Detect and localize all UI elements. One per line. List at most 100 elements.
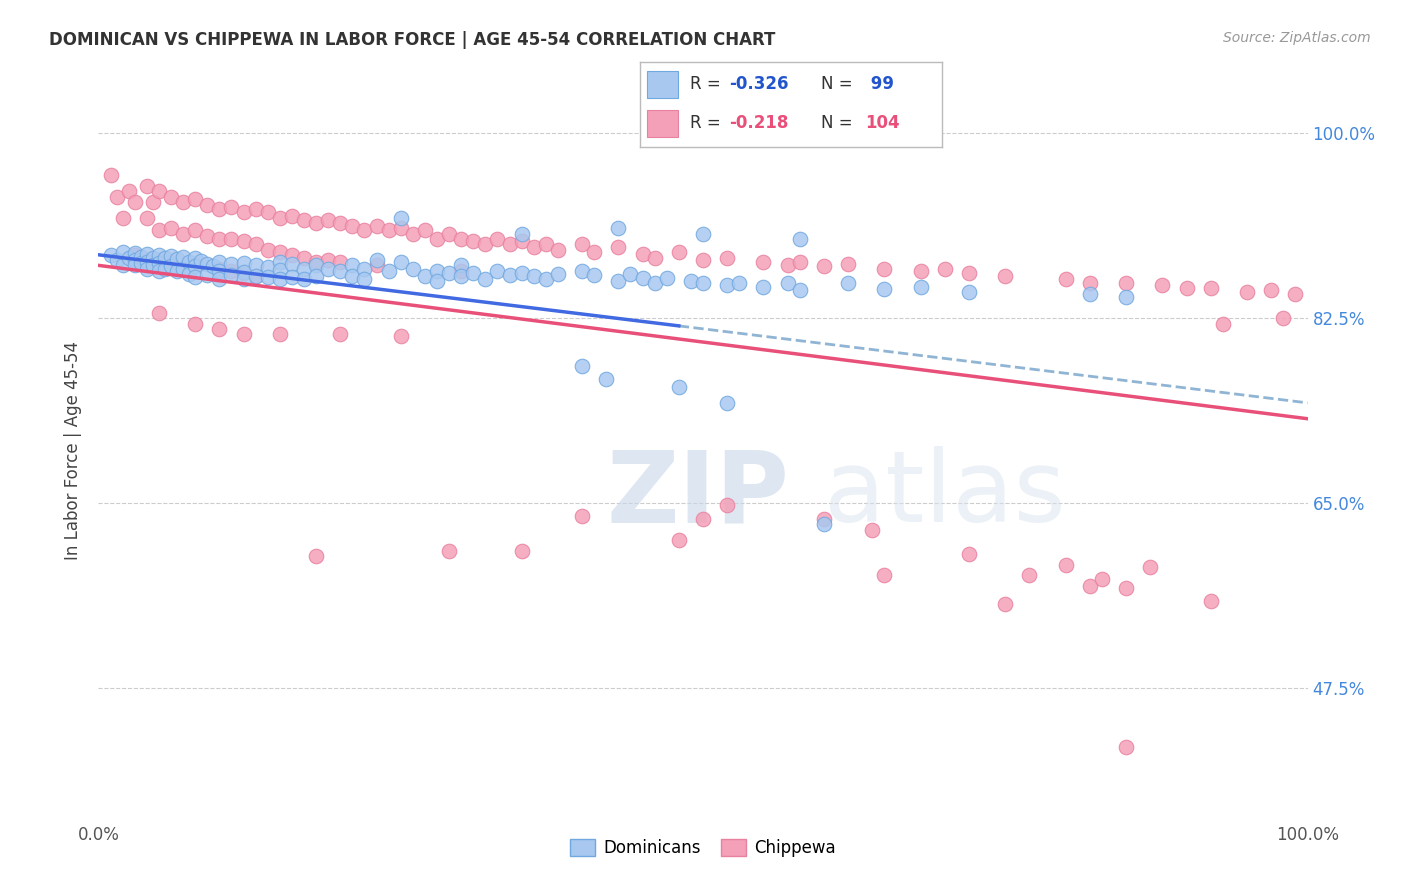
Point xyxy=(124,194,146,209)
Point xyxy=(179,267,201,281)
Point xyxy=(1199,593,1222,607)
Point xyxy=(292,213,315,227)
Point xyxy=(135,179,157,194)
Point xyxy=(281,209,304,223)
Point xyxy=(269,327,291,342)
Point xyxy=(463,234,485,248)
Point xyxy=(329,216,352,230)
Point xyxy=(305,255,328,269)
Bar xyxy=(647,71,678,98)
Text: N =: N = xyxy=(821,76,858,94)
Point xyxy=(353,261,375,276)
Point xyxy=(1078,277,1101,291)
Point xyxy=(245,237,267,252)
Point xyxy=(644,251,666,265)
Point xyxy=(135,253,157,268)
Point xyxy=(160,189,183,203)
Point xyxy=(184,260,207,274)
Point xyxy=(316,261,339,276)
Point xyxy=(523,240,546,254)
Point xyxy=(105,253,128,268)
Point xyxy=(342,219,364,234)
Point xyxy=(450,268,472,283)
Point xyxy=(221,263,243,277)
Point xyxy=(135,261,157,276)
Point xyxy=(607,274,630,288)
Point xyxy=(1139,559,1161,574)
Point xyxy=(148,263,170,277)
Point xyxy=(837,277,859,291)
Point xyxy=(208,202,231,217)
Point xyxy=(510,227,533,241)
Point xyxy=(269,244,291,259)
Point xyxy=(1054,272,1077,286)
Point xyxy=(547,267,569,281)
Point xyxy=(957,547,980,561)
Point xyxy=(232,265,254,279)
Text: DOMINICAN VS CHIPPEWA IN LABOR FORCE | AGE 45-54 CORRELATION CHART: DOMINICAN VS CHIPPEWA IN LABOR FORCE | A… xyxy=(49,31,776,49)
Point xyxy=(172,250,194,264)
Point xyxy=(813,260,835,274)
Point xyxy=(232,205,254,219)
Point xyxy=(679,274,702,288)
Point xyxy=(716,499,738,513)
Point xyxy=(221,200,243,214)
Point xyxy=(1260,283,1282,297)
Text: -0.218: -0.218 xyxy=(728,114,789,132)
Point xyxy=(631,271,654,285)
Point xyxy=(208,263,231,277)
Point xyxy=(160,221,183,235)
Point xyxy=(148,248,170,262)
Point xyxy=(245,258,267,272)
Point xyxy=(232,327,254,342)
Point xyxy=(281,248,304,262)
Point xyxy=(463,266,485,280)
Point xyxy=(221,268,243,282)
Point xyxy=(148,253,170,268)
Point xyxy=(450,263,472,277)
Point xyxy=(1115,739,1137,754)
Point xyxy=(957,285,980,299)
Point xyxy=(292,272,315,286)
Point xyxy=(426,263,449,277)
Point xyxy=(245,268,267,283)
Text: 99: 99 xyxy=(865,76,894,94)
Text: R =: R = xyxy=(689,114,725,132)
Point xyxy=(377,263,399,277)
Point xyxy=(353,272,375,286)
Point xyxy=(208,322,231,336)
Point xyxy=(316,213,339,227)
Point xyxy=(142,258,165,272)
Point xyxy=(389,329,412,343)
Point xyxy=(413,268,436,283)
Point xyxy=(510,544,533,558)
Point xyxy=(208,232,231,246)
Point xyxy=(523,268,546,283)
Point xyxy=(728,277,751,291)
Point xyxy=(232,266,254,280)
Point xyxy=(366,219,388,234)
Point xyxy=(195,198,218,212)
Point xyxy=(1272,311,1295,326)
Point xyxy=(692,277,714,291)
Point xyxy=(413,223,436,237)
Point xyxy=(474,237,496,252)
Point xyxy=(571,509,593,524)
Point xyxy=(692,512,714,526)
Point xyxy=(692,227,714,241)
Point xyxy=(160,249,183,263)
Point xyxy=(100,169,122,183)
Point xyxy=(789,232,811,246)
Point xyxy=(619,267,641,281)
Point xyxy=(1236,285,1258,299)
Point xyxy=(1115,581,1137,595)
Point xyxy=(292,261,315,276)
Point xyxy=(166,263,188,277)
Point xyxy=(256,270,278,285)
Point xyxy=(118,251,141,265)
Point xyxy=(245,202,267,217)
Point xyxy=(873,282,896,296)
Point xyxy=(571,359,593,373)
Point xyxy=(583,244,606,259)
Point xyxy=(860,523,883,537)
